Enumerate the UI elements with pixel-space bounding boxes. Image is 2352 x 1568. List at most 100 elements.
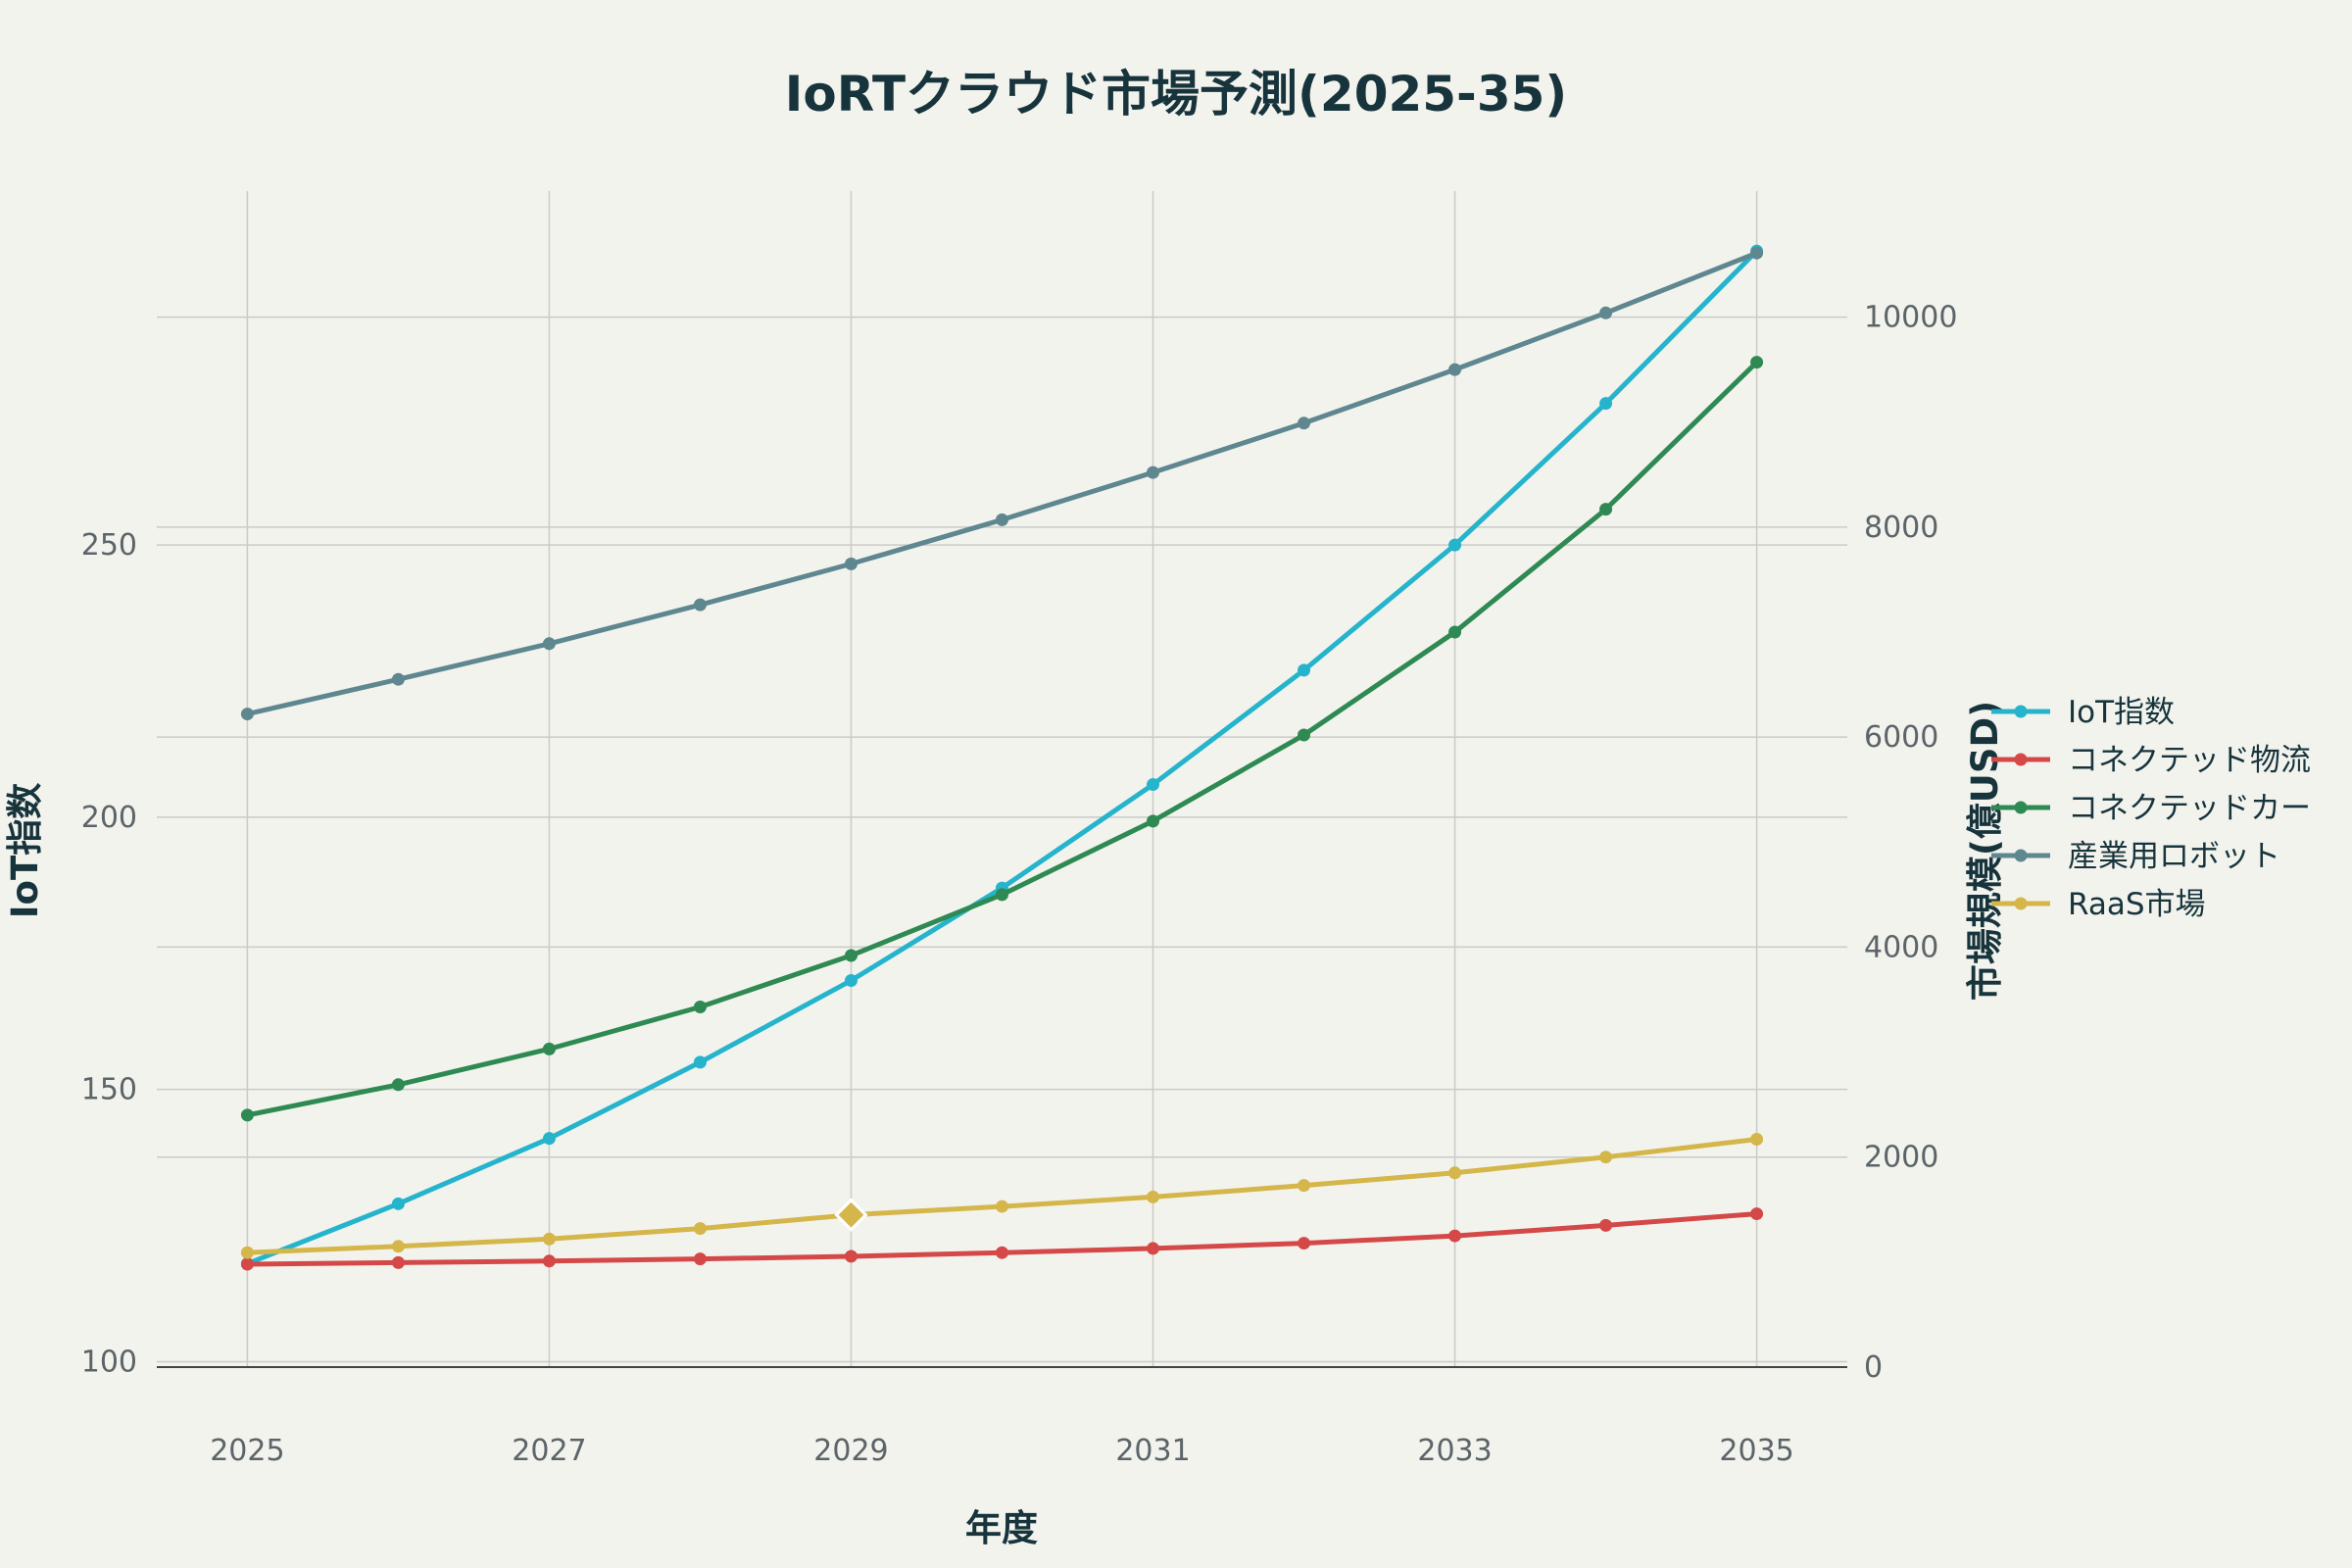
legend-item: コネクテッド物流	[1991, 743, 2311, 778]
data-point	[844, 949, 858, 962]
data-point	[1750, 1133, 1764, 1146]
data-point	[693, 1001, 707, 1013]
legend-marker	[2014, 705, 2028, 718]
data-point	[1599, 503, 1613, 516]
data-point	[391, 1240, 405, 1253]
legend-item: IoT指数	[1991, 695, 2175, 730]
x-tick-label: 2035	[1719, 1434, 1793, 1468]
data-point	[844, 557, 858, 570]
data-point	[1599, 397, 1613, 411]
x-tick-label: 2031	[1115, 1434, 1190, 1468]
data-point	[1750, 356, 1764, 369]
data-point	[542, 1232, 556, 1246]
data-point	[1298, 1179, 1311, 1193]
data-point	[542, 1254, 556, 1268]
data-point	[1298, 728, 1311, 742]
data-point	[1750, 1207, 1764, 1221]
x-tick-label: 2033	[1417, 1434, 1492, 1468]
series-3	[240, 246, 1764, 721]
data-point	[1448, 538, 1462, 552]
data-point	[1147, 1242, 1160, 1255]
chart-title: IoRTクラウド市場予測(2025-35)	[785, 66, 1568, 122]
data-point	[240, 1257, 254, 1271]
x-tick-label: 2029	[813, 1434, 888, 1468]
data-point	[693, 1222, 707, 1236]
legend-marker	[2014, 897, 2028, 910]
legend-label: 産業用ロボット	[2068, 839, 2280, 874]
right-tick-label: 2000	[1864, 1141, 1938, 1175]
data-point	[1448, 363, 1462, 376]
series-line	[246, 249, 1759, 1266]
data-point	[693, 1055, 707, 1069]
data-point	[1448, 1166, 1462, 1180]
left-tick-label: 250	[81, 528, 137, 563]
data-point	[1298, 1237, 1311, 1250]
x-axis-title: 年度	[965, 1507, 1038, 1549]
data-point	[996, 1246, 1008, 1259]
data-point	[1599, 1218, 1613, 1232]
legend-item: 産業用ロボット	[1991, 839, 2280, 874]
series-layer	[240, 244, 1764, 1271]
data-point	[844, 974, 858, 988]
data-point	[1298, 416, 1311, 430]
legend-marker	[2014, 801, 2028, 814]
legend-item: RaaS市場	[1991, 887, 2206, 922]
right-tick-label: 0	[1864, 1350, 1883, 1385]
right-tick-label: 6000	[1864, 720, 1938, 755]
data-point	[1599, 1151, 1613, 1164]
data-point	[542, 1042, 556, 1055]
data-point	[391, 1255, 405, 1269]
data-point	[240, 1246, 254, 1259]
data-point	[1750, 246, 1764, 260]
right-tick-label: 8000	[1864, 511, 1938, 545]
series-0	[240, 244, 1764, 1270]
data-point	[542, 1132, 556, 1146]
data-point	[391, 1197, 405, 1210]
grid	[157, 191, 1847, 1368]
right-tick-label: 4000	[1864, 930, 1938, 964]
right-axis-title: 市場規模(億USD)	[1964, 701, 2006, 1001]
data-point	[996, 888, 1008, 902]
x-tick-label: 2027	[512, 1434, 586, 1468]
data-point	[240, 1108, 254, 1122]
legend-label: RaaS市場	[2068, 887, 2206, 922]
data-point	[844, 1250, 858, 1263]
left-tick-label: 200	[81, 801, 137, 835]
data-point	[1147, 466, 1160, 479]
series-2	[240, 356, 1764, 1122]
data-point	[996, 513, 1008, 526]
x-tick-label: 2025	[210, 1434, 284, 1468]
left-axis-title: IoT指数	[4, 783, 46, 918]
legend-marker	[2014, 849, 2028, 862]
left-tick-label: 100	[81, 1345, 137, 1379]
legend-label: IoT指数	[2068, 695, 2175, 730]
data-point	[1448, 625, 1462, 639]
right-tick-label: 10000	[1864, 301, 1957, 335]
data-point	[542, 637, 556, 651]
data-point	[391, 1078, 405, 1092]
legend-label: コネクテッド物流	[2068, 743, 2311, 778]
data-point	[240, 708, 254, 721]
series-1	[240, 1207, 1764, 1271]
data-point	[996, 1200, 1008, 1213]
data-point	[693, 598, 707, 612]
data-point	[1147, 814, 1160, 828]
data-point	[1147, 1190, 1160, 1203]
data-point	[1147, 778, 1160, 792]
data-point	[1599, 306, 1613, 319]
data-point	[391, 672, 405, 686]
series-4	[240, 1133, 1764, 1259]
series-line	[247, 1137, 1757, 1255]
data-point	[1298, 663, 1311, 677]
series-line	[246, 250, 1758, 717]
left-axis-ticks: 100 150 200 250	[81, 528, 137, 1379]
data-point	[1448, 1229, 1462, 1243]
right-axis-ticks: 0 2000 4000 6000 8000 10000	[1864, 301, 1957, 1385]
legend-label: コネクテッドカー	[2068, 791, 2311, 826]
legend-item: コネクテッドカー	[1991, 791, 2311, 826]
highlight-point	[834, 1198, 868, 1232]
data-point	[693, 1252, 707, 1266]
x-axis-ticks: 2025 2027 2029 2031 2033 2035	[210, 1434, 1794, 1468]
